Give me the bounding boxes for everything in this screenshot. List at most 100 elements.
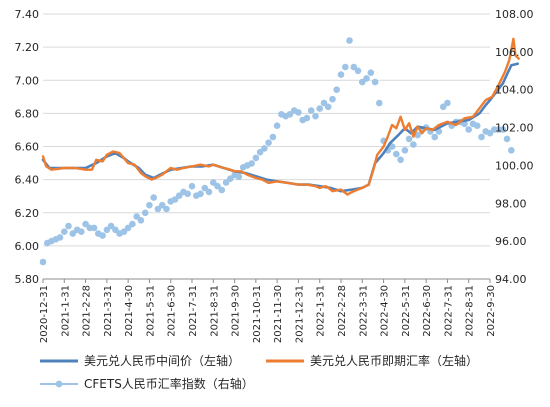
legend-item-mid-rate: 美元兑人民币中间价（左轴） (40, 353, 240, 368)
data-point (307, 107, 315, 114)
plot-area (39, 13, 520, 280)
x-tick-label: 2022-2-28 (337, 285, 348, 337)
data-point (248, 160, 255, 167)
data-point (137, 217, 145, 224)
data-point (269, 133, 277, 141)
data-point (154, 205, 162, 213)
data-point (175, 192, 183, 199)
data-point (312, 112, 319, 120)
data-point (201, 184, 209, 192)
x-tick-label: 2022-4-30 (380, 285, 391, 337)
data-point (499, 126, 507, 133)
data-point (256, 148, 264, 156)
data-point (273, 122, 281, 129)
x-tick-label: 2022-5-31 (401, 285, 412, 337)
series-line-1 (41, 62, 519, 193)
data-point (99, 232, 106, 239)
data-point (214, 182, 221, 190)
data-point (69, 230, 77, 237)
series-layer (39, 37, 520, 266)
data-point (295, 109, 302, 116)
left-tick-label: 5.80 (15, 273, 40, 286)
data-point (227, 175, 234, 182)
left-tick-label: 7.00 (15, 74, 40, 87)
left-tick-label: 7.20 (15, 41, 40, 54)
data-point (316, 105, 324, 112)
x-tick-label: 2021-6-30 (167, 285, 178, 337)
data-point (431, 133, 439, 141)
series-3 (39, 37, 515, 266)
data-point (444, 99, 451, 107)
data-point (205, 188, 213, 196)
right-tick-label: 100.00 (495, 159, 534, 172)
data-point (39, 258, 47, 266)
data-point (56, 234, 64, 241)
x-tick-label: 2022-3-31 (358, 285, 369, 337)
data-point (184, 190, 191, 198)
x-tick-label: 2021-10-31 (252, 285, 263, 343)
data-point (439, 103, 447, 111)
data-point (188, 182, 196, 190)
series-line-2 (41, 37, 520, 196)
data-point (150, 194, 157, 201)
data-point (129, 220, 136, 228)
data-point (218, 186, 226, 194)
data-point (82, 220, 89, 228)
data-point (303, 114, 311, 122)
data-point (120, 228, 128, 235)
data-point (508, 147, 515, 154)
legend-swatch-cfets-marker (55, 380, 63, 388)
data-point (222, 179, 230, 186)
left-tick-label: 7.40 (15, 8, 40, 21)
x-tick-label: 2020-12-31 (39, 285, 50, 343)
data-point (163, 205, 170, 213)
x-tick-label: 2021-7-31 (188, 285, 199, 337)
data-point (286, 111, 294, 118)
data-point (337, 71, 345, 78)
legend-label-cfets-index: CFETS人民币汇率指数（右轴） (84, 376, 254, 391)
data-point (324, 103, 332, 111)
data-point (65, 222, 72, 230)
left-tick-label: 6.40 (15, 174, 40, 187)
right-tick-label: 104.00 (495, 84, 534, 97)
data-point (103, 226, 111, 234)
data-point (363, 75, 370, 82)
x-tick-label: 2021-2-28 (82, 285, 93, 337)
x-tick-label: 2022-6-30 (422, 285, 433, 337)
x-tick-label: 2022-8-31 (465, 285, 476, 337)
x-tick-label: 2021-4-30 (124, 285, 135, 337)
data-point (141, 209, 149, 217)
x-tick-label: 2021-3-31 (103, 285, 114, 337)
left-tick-label: 6.20 (15, 207, 40, 220)
right-tick-label: 94.00 (495, 273, 527, 286)
right-tick-label: 96.00 (495, 235, 527, 248)
x-tick-label: 2021-5-31 (145, 285, 156, 337)
data-point (465, 126, 473, 133)
left-tick-label: 6.60 (15, 141, 40, 154)
legend-item-spot-rate: 美元兑人民币即期汇率（左轴） (266, 353, 478, 368)
data-point (376, 99, 383, 107)
left-tick-label: 6.80 (15, 107, 40, 120)
data-point (265, 139, 272, 146)
data-point (124, 224, 132, 232)
data-point (235, 173, 243, 181)
data-point (333, 86, 341, 93)
x-tick-label: 2022-7-31 (443, 285, 454, 337)
data-point (329, 95, 336, 103)
left-tick-label: 6.00 (15, 240, 40, 253)
data-point (405, 135, 413, 143)
data-point (112, 226, 119, 234)
data-point (146, 201, 153, 209)
x-tick-label: 2021-9-30 (231, 285, 242, 337)
data-point (197, 190, 204, 198)
data-point (261, 145, 268, 152)
data-point (133, 213, 140, 220)
legend-label-spot-rate: 美元兑人民币即期汇率（左轴） (310, 353, 478, 368)
data-point (107, 222, 115, 230)
data-point (78, 228, 85, 235)
data-point (354, 67, 362, 75)
x-tick-label: 2022-9-30 (486, 285, 497, 337)
right-axis: 94.00 96.00 98.00 100.00 102.00 104.00 106.00 1… (495, 8, 534, 286)
right-tick-label: 108.00 (495, 8, 534, 21)
